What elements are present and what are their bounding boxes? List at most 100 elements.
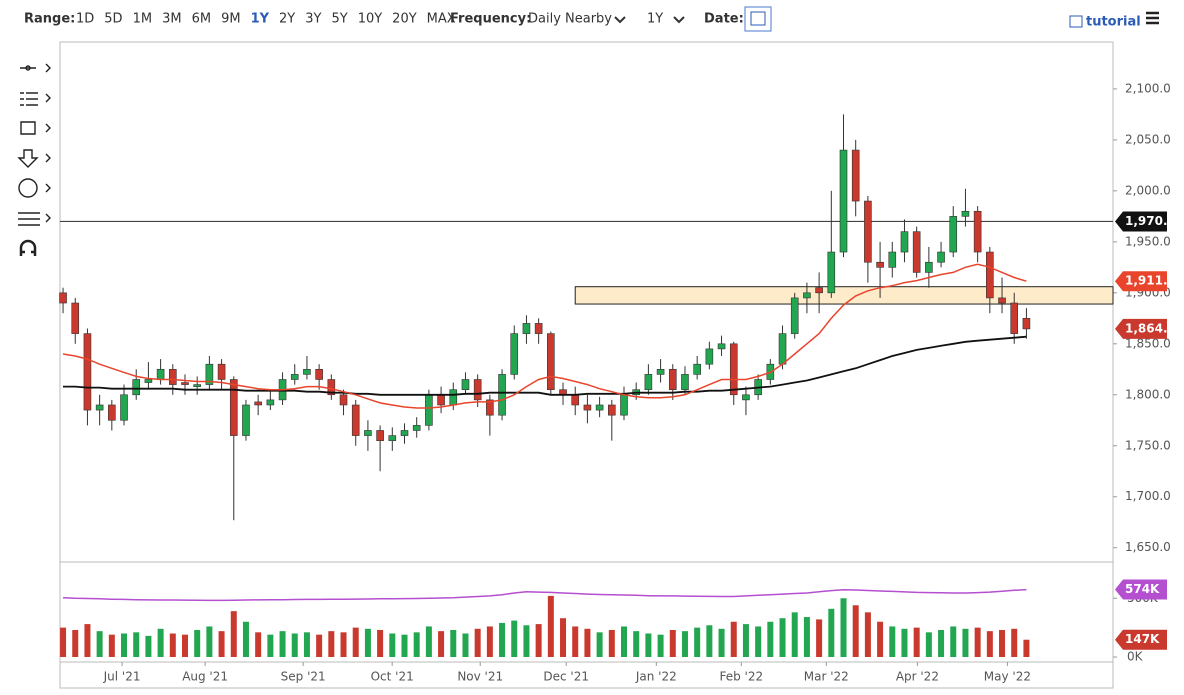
range-button[interactable]: 2Y (279, 12, 295, 27)
tutorial-icon (1069, 15, 1083, 28)
range-button[interactable]: 9M (221, 12, 241, 27)
range-button[interactable]: 5Y (331, 12, 347, 27)
volume-bar (803, 617, 810, 657)
tool-rect[interactable] (20, 121, 51, 135)
date-label: Date: (704, 12, 744, 27)
volume-bar (535, 624, 542, 657)
candle-body (571, 394, 580, 406)
volume-bar (450, 629, 457, 657)
candle-body (815, 287, 823, 294)
period[interactable]: 1Y (647, 12, 663, 27)
candle-body (486, 399, 494, 416)
volume-bar (596, 632, 603, 657)
volume-bar (377, 629, 384, 657)
y-tick-label: 1,750.0 (1125, 438, 1171, 452)
volume-bar (279, 631, 286, 657)
tutorial-link[interactable]: tutorial (1086, 15, 1141, 30)
volume-bar (950, 626, 957, 657)
candle-body (473, 379, 482, 401)
range-label: Range: (24, 12, 75, 27)
volume-bar (791, 612, 798, 657)
date-button[interactable] (744, 6, 772, 32)
tool-chevron[interactable] (45, 183, 51, 193)
volume-bar (816, 619, 823, 657)
tool-line[interactable] (20, 63, 51, 73)
volume-bar (291, 633, 298, 657)
candle-body (620, 394, 628, 416)
volume-bar (438, 631, 445, 657)
volume-bar (681, 631, 688, 657)
range-button[interactable]: 10Y (358, 12, 383, 27)
candle-body (437, 394, 445, 406)
candle-body (693, 363, 701, 375)
candle-body (717, 343, 726, 350)
range-button[interactable]: 3Y (305, 12, 321, 27)
y-tick-label: 1,650.0 (1125, 540, 1171, 554)
volume-bar (462, 633, 469, 657)
tool-note[interactable] (18, 178, 38, 198)
volume-bar (584, 628, 591, 657)
candle-body (803, 292, 811, 299)
range-button[interactable]: 1D (76, 12, 94, 27)
price-tag (1115, 629, 1167, 650)
tool-fib[interactable] (20, 92, 51, 106)
candle-body (205, 363, 214, 385)
volume-bar (840, 598, 847, 657)
candle-body (59, 292, 67, 304)
volume-bar (413, 632, 420, 657)
range-button[interactable]: 5D (104, 12, 122, 27)
candle-body (217, 363, 226, 380)
x-tick-label: Jul '21 (103, 670, 141, 684)
candle-body (986, 251, 994, 299)
candle-body (790, 297, 799, 334)
candle-body (156, 368, 165, 380)
candle-body (315, 368, 323, 380)
tool-measure[interactable] (18, 212, 51, 226)
volume-bar (181, 634, 188, 657)
price-tag (1115, 211, 1167, 232)
volume-bar (328, 631, 335, 657)
x-tick-label: Jan '22 (635, 670, 677, 684)
volume-bar (755, 626, 762, 657)
range-button[interactable]: 20Y (392, 12, 417, 27)
volume-bar (572, 626, 579, 657)
volume-bar (389, 633, 396, 657)
volume-bar (742, 624, 749, 657)
range-button[interactable]: MAX (427, 12, 456, 27)
tool-arrow[interactable] (17, 149, 51, 168)
volume-bar (560, 618, 567, 657)
candle-body (303, 368, 311, 375)
volume-bar (206, 626, 213, 657)
x-tick-label: Dec '21 (543, 670, 589, 684)
volume-bar (169, 633, 176, 657)
range-button[interactable]: 3M (162, 12, 182, 27)
menu-icon[interactable] (1146, 11, 1159, 25)
candle-body (839, 149, 848, 253)
volume-bar (779, 618, 786, 657)
tool-magnet[interactable] (19, 239, 37, 256)
volume-bar (84, 624, 91, 657)
volume-bar (706, 625, 713, 657)
volume-bar (828, 608, 835, 657)
frequency[interactable]: Daily Nearby (528, 12, 612, 27)
support-zone (574, 286, 1114, 305)
range-button[interactable]: 6M (192, 12, 212, 27)
volume-bar (364, 628, 371, 657)
volume-tick-label: 0K (1127, 650, 1144, 664)
volume-bar (1023, 639, 1030, 657)
range-button[interactable]: 1M (133, 12, 153, 27)
volume-bar (767, 621, 774, 657)
chevron (673, 16, 685, 24)
candle-body (998, 297, 1006, 304)
candle-body (449, 389, 458, 406)
candle-body (425, 394, 433, 426)
candle-body (181, 382, 189, 385)
candle-body (595, 404, 604, 411)
candle-body (132, 379, 141, 396)
range-button[interactable]: 1Y (251, 12, 270, 27)
volume-bar (974, 627, 981, 657)
candle-body (120, 394, 128, 421)
candle-body (400, 430, 409, 436)
x-tick-label: Mar '22 (804, 670, 849, 684)
y-tick-label: 2,050.0 (1125, 132, 1171, 146)
